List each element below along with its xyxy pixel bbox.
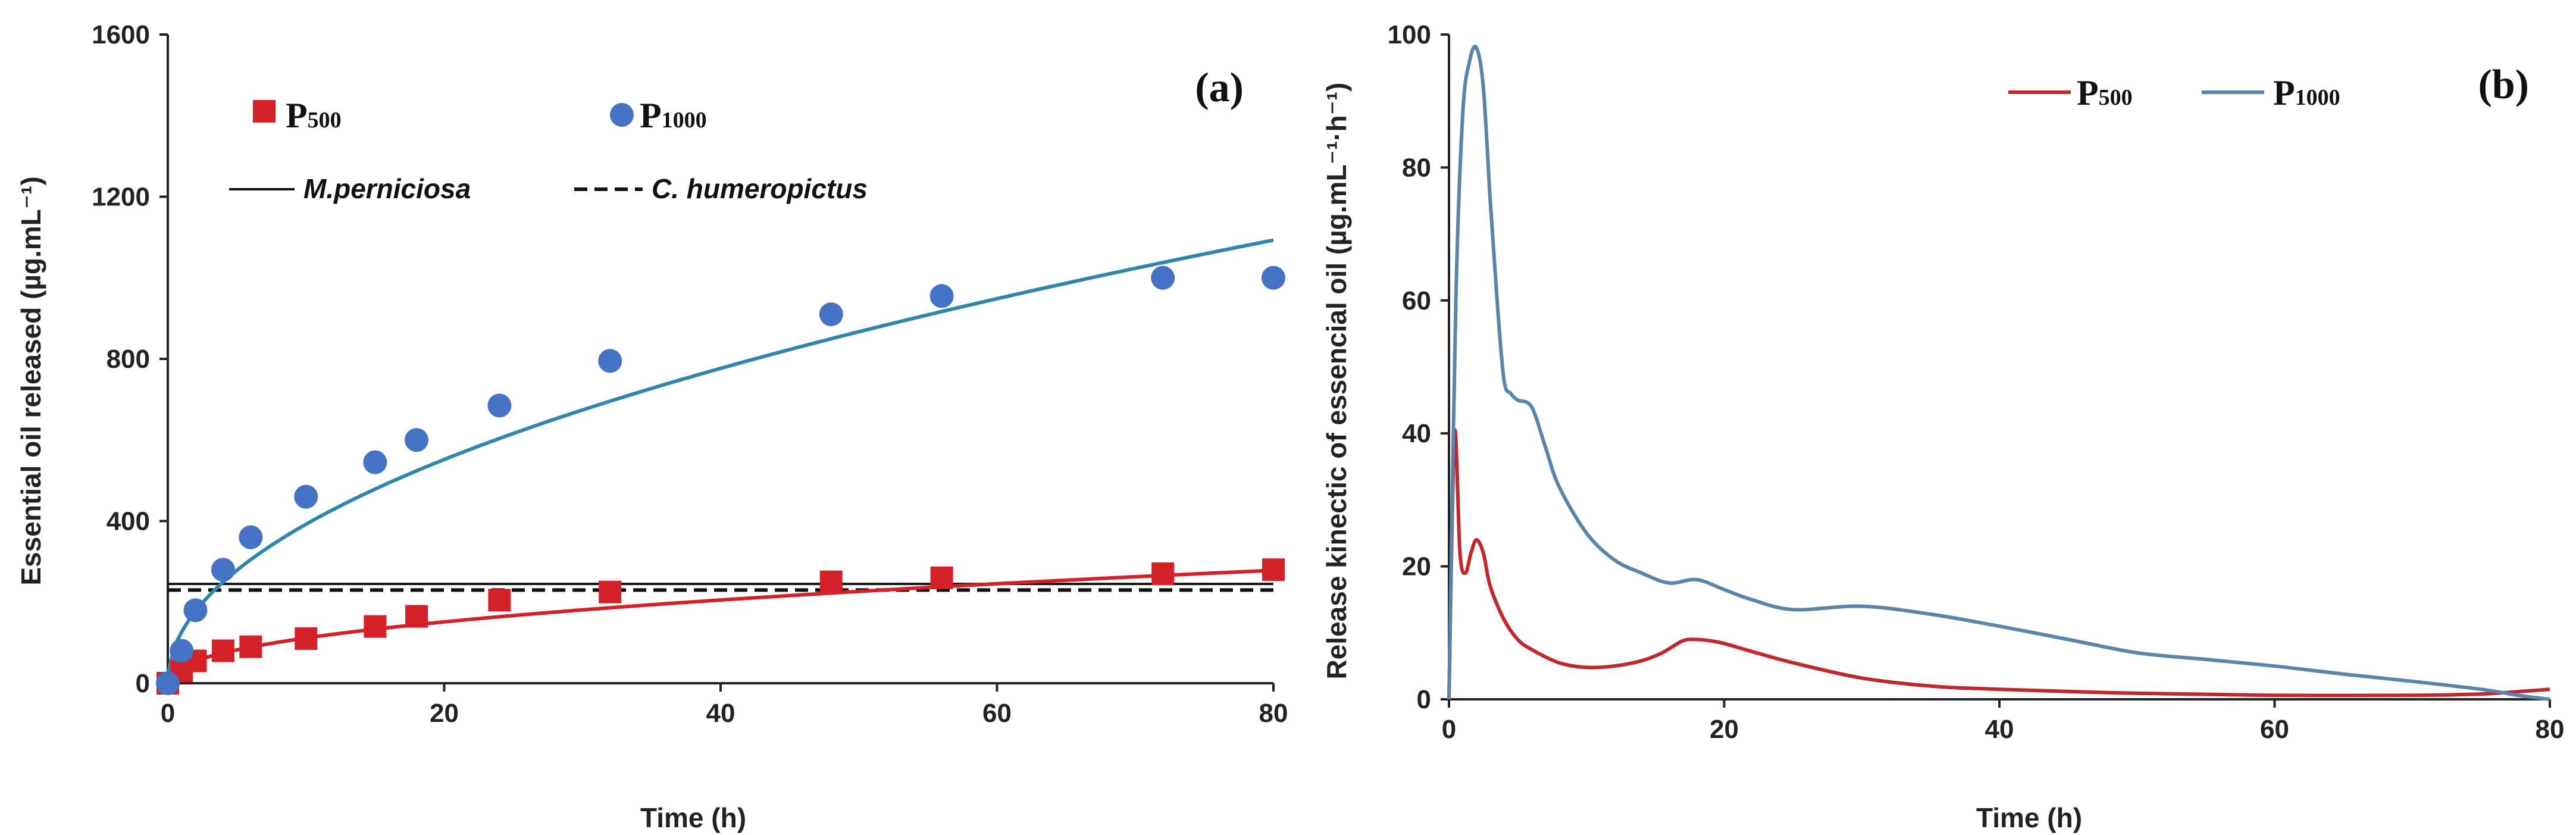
panel-a-x-axis-title: Time (h) — [640, 802, 746, 833]
panel-b-y-tick-label: 60 — [1402, 286, 1431, 315]
legend-p500-marker — [253, 100, 276, 123]
data-point-p500 — [364, 615, 387, 638]
series-line-p500 — [1447, 429, 2550, 700]
data-point-p1000 — [239, 525, 263, 549]
fit-curve-p1000 — [165, 238, 1274, 684]
panel-b-y-axis-title: Release kinectic of essencial oil (µg.mL… — [1321, 83, 1352, 680]
data-point-p500 — [488, 589, 511, 612]
panel-b-y-tick-label: 0 — [1417, 685, 1431, 714]
panel-a-y-tick-label: 400 — [107, 507, 150, 536]
legend-p500-label: P500 — [286, 96, 342, 135]
panel-b-legend: P500 P1000 — [2008, 73, 2340, 112]
data-point-p1000 — [1151, 265, 1175, 290]
panel-a-y-tick-label: 0 — [136, 669, 150, 698]
panel-b-x-tick-label: 0 — [1442, 715, 1456, 744]
panel-a-y-tick-label: 800 — [107, 345, 150, 374]
panel-b-y-tick-label: 20 — [1402, 552, 1431, 581]
data-point-p500 — [295, 627, 318, 651]
panel-a-label: (a) — [1195, 65, 1244, 111]
data-point-p500 — [239, 635, 262, 658]
panel-b-x-tick-label: 20 — [1710, 715, 1739, 744]
panel-b-y-tick-label: 40 — [1402, 419, 1431, 448]
panel-a-legend: P500 P1000 M.perniciosa C. humeropictus — [229, 96, 868, 204]
panel-a-x-tick-label: 40 — [706, 699, 735, 728]
panel-b-y-tick-label: 80 — [1402, 153, 1431, 182]
legend-c-humeropictus-label: C. humeropictus — [652, 173, 868, 204]
panel-b-x-tick-label: 40 — [1985, 715, 2014, 744]
data-point-p1000 — [1262, 265, 1285, 290]
panel-a-y-axis-title: Essential oil released (µg.mL⁻¹) — [15, 176, 46, 585]
legend-m-perniciosa-label: M.perniciosa — [303, 173, 471, 204]
panel-b-x-tick-label: 80 — [2536, 715, 2565, 744]
data-point-p500 — [1151, 562, 1175, 586]
data-point-p1000 — [819, 302, 843, 327]
panel-b-x-tick-label: 60 — [2260, 715, 2289, 744]
panel-a-x-tick-label: 80 — [1259, 699, 1288, 728]
data-point-p1000 — [294, 484, 318, 509]
panel-a-reference-lines — [168, 583, 1273, 592]
data-point-p1000 — [363, 450, 387, 474]
panel-a-y-tick-label: 1600 — [92, 20, 150, 49]
legend-p1000-label: P1000 — [640, 96, 707, 135]
legend-p1000-marker — [610, 103, 634, 127]
data-point-p500 — [599, 580, 622, 603]
data-point-p1000 — [211, 558, 235, 582]
panel-a-fit-curves — [165, 238, 1274, 684]
legend-b-p1000-label: P1000 — [2273, 73, 2340, 112]
panel-a-x-tick-label: 60 — [982, 699, 1012, 728]
panel-a-x-tick-label: 20 — [430, 699, 459, 728]
data-point-p500 — [405, 605, 428, 628]
data-point-p1000 — [156, 671, 180, 695]
data-point-p500 — [1262, 558, 1285, 581]
fit-curve-p500 — [165, 568, 1274, 684]
panel-a-y-tick-label: 1200 — [92, 183, 150, 212]
data-point-p1000 — [598, 349, 622, 373]
data-point-p500 — [930, 566, 953, 589]
panel-a-x-tick-label: 0 — [161, 699, 175, 728]
data-point-p1000 — [405, 428, 429, 452]
data-point-p1000 — [170, 639, 194, 663]
panel-b-x-axis-title: Time (h) — [1976, 802, 2082, 833]
data-point-p500 — [211, 639, 234, 662]
legend-b-p500-label: P500 — [2077, 73, 2133, 112]
data-point-p1000 — [183, 598, 208, 623]
panel-b-series-lines — [1447, 45, 2550, 701]
panel-a-data-points — [156, 265, 1285, 695]
panel-b-label: (b) — [2478, 62, 2529, 108]
series-line-p1000 — [1447, 45, 2550, 701]
data-point-p1000 — [929, 284, 954, 308]
data-point-p1000 — [487, 393, 512, 418]
panel-b: 0 20 40 60 80 0 20 40 60 80 100 Time (h) Release k… — [1321, 20, 2564, 833]
data-point-p500 — [819, 570, 843, 593]
panel-b-y-tick-label: 100 — [1388, 20, 1431, 49]
